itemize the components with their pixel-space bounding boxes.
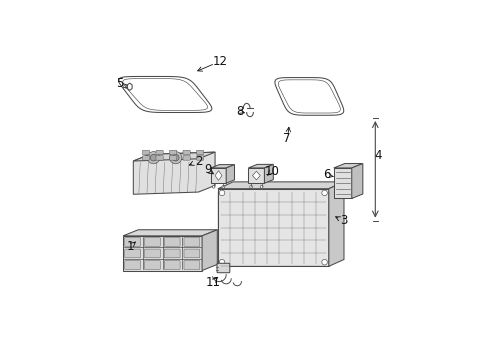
- Text: 11: 11: [206, 276, 220, 289]
- Polygon shape: [133, 152, 215, 161]
- FancyBboxPatch shape: [184, 238, 200, 246]
- Polygon shape: [248, 165, 273, 168]
- FancyBboxPatch shape: [125, 238, 141, 246]
- Polygon shape: [123, 78, 208, 110]
- Polygon shape: [119, 76, 212, 112]
- FancyBboxPatch shape: [184, 261, 200, 269]
- Circle shape: [172, 154, 179, 161]
- Circle shape: [322, 190, 327, 195]
- FancyBboxPatch shape: [196, 156, 204, 160]
- Text: 7: 7: [283, 132, 291, 145]
- Text: 5: 5: [116, 77, 123, 90]
- Polygon shape: [334, 168, 352, 198]
- Polygon shape: [329, 182, 344, 266]
- Circle shape: [150, 154, 157, 161]
- FancyBboxPatch shape: [156, 150, 163, 155]
- Circle shape: [219, 190, 225, 195]
- Text: 2: 2: [195, 154, 202, 167]
- Polygon shape: [218, 182, 344, 189]
- Polygon shape: [226, 165, 235, 183]
- Polygon shape: [218, 189, 329, 266]
- Circle shape: [260, 185, 263, 188]
- Text: 1: 1: [126, 240, 134, 253]
- FancyBboxPatch shape: [125, 249, 141, 258]
- Circle shape: [170, 152, 182, 164]
- FancyBboxPatch shape: [164, 261, 180, 269]
- Text: 8: 8: [236, 105, 243, 118]
- Polygon shape: [352, 163, 363, 198]
- Polygon shape: [334, 163, 363, 168]
- FancyBboxPatch shape: [125, 261, 141, 269]
- Polygon shape: [127, 83, 132, 90]
- FancyBboxPatch shape: [145, 261, 160, 269]
- Text: 6: 6: [323, 168, 331, 181]
- Polygon shape: [275, 77, 344, 115]
- Text: 12: 12: [213, 55, 228, 68]
- Polygon shape: [123, 230, 217, 236]
- Circle shape: [147, 152, 160, 164]
- FancyBboxPatch shape: [156, 156, 163, 160]
- FancyBboxPatch shape: [183, 150, 190, 155]
- Polygon shape: [248, 168, 265, 183]
- Circle shape: [250, 185, 252, 188]
- Polygon shape: [123, 236, 202, 270]
- Polygon shape: [211, 165, 235, 168]
- Circle shape: [322, 260, 327, 265]
- Circle shape: [222, 185, 225, 188]
- Polygon shape: [202, 230, 217, 270]
- Text: 4: 4: [374, 149, 382, 162]
- Circle shape: [219, 260, 225, 265]
- Polygon shape: [211, 168, 226, 183]
- Polygon shape: [265, 165, 273, 183]
- FancyBboxPatch shape: [143, 156, 149, 160]
- FancyBboxPatch shape: [145, 249, 160, 258]
- Polygon shape: [252, 171, 260, 180]
- Text: 3: 3: [340, 214, 348, 227]
- FancyBboxPatch shape: [170, 150, 177, 155]
- Circle shape: [212, 185, 215, 188]
- FancyBboxPatch shape: [145, 238, 160, 246]
- Polygon shape: [278, 80, 341, 113]
- FancyBboxPatch shape: [183, 156, 190, 160]
- FancyBboxPatch shape: [184, 249, 200, 258]
- FancyBboxPatch shape: [170, 156, 177, 160]
- Text: 10: 10: [265, 165, 279, 178]
- FancyBboxPatch shape: [143, 150, 149, 155]
- FancyBboxPatch shape: [164, 238, 180, 246]
- Text: 9: 9: [204, 163, 212, 176]
- FancyBboxPatch shape: [196, 150, 204, 155]
- Polygon shape: [215, 171, 222, 180]
- FancyBboxPatch shape: [217, 263, 230, 273]
- Polygon shape: [133, 152, 215, 194]
- FancyBboxPatch shape: [164, 249, 180, 258]
